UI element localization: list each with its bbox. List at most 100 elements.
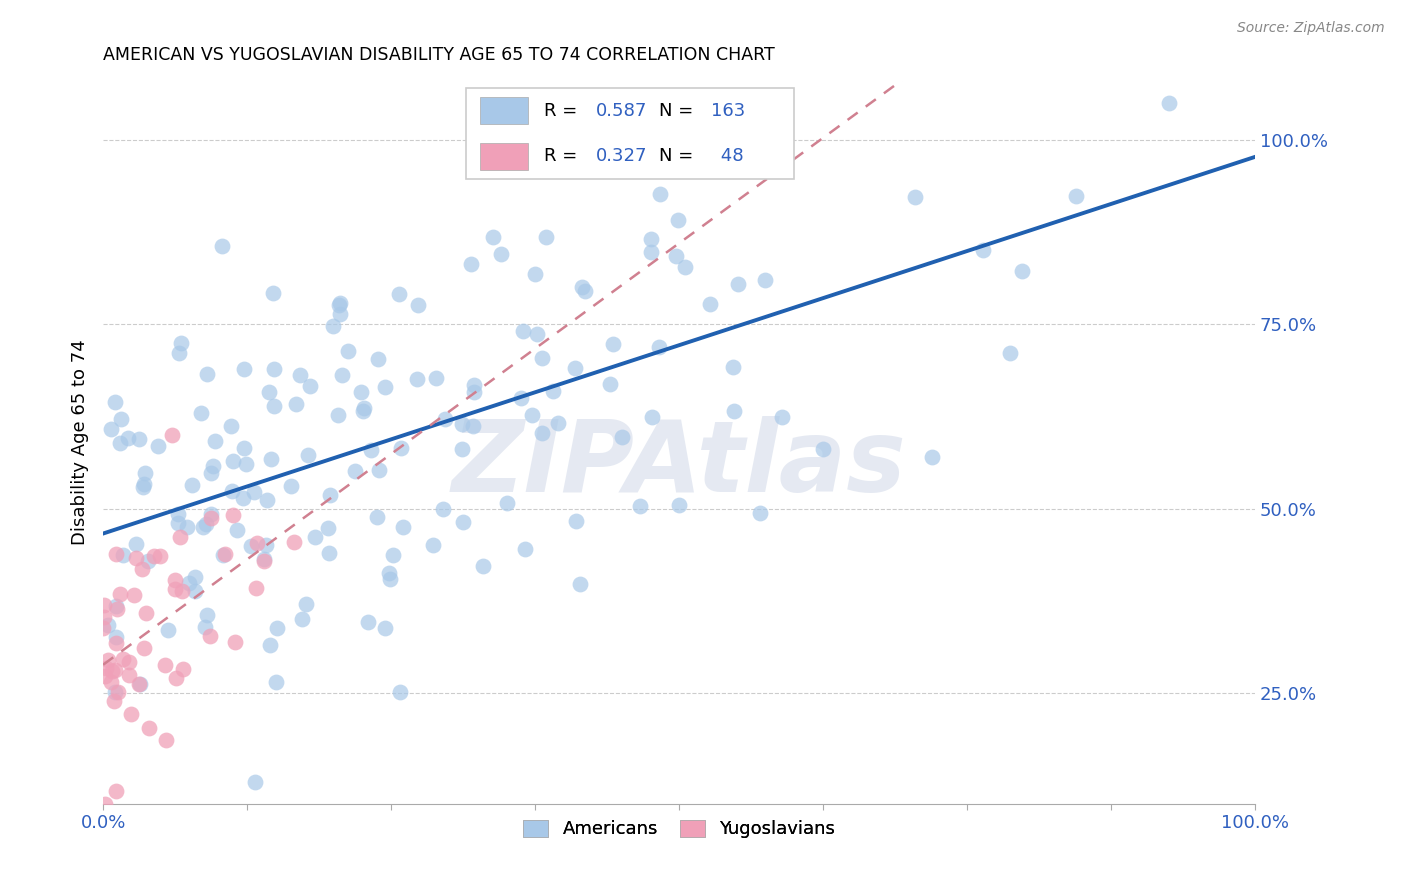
Point (105, 602, 128, 616)
Point (730, 159, 752, 173)
Point (136, 554, 159, 568)
Point (200, 629, 222, 643)
Point (131, 562, 153, 576)
Point (256, 493, 278, 508)
Point (571, 280, 593, 294)
Text: N =: N = (659, 147, 699, 165)
Point (107, 685, 129, 699)
Point (100, 674, 122, 689)
Point (162, 428, 184, 442)
Point (146, 439, 169, 453)
Point (211, 548, 233, 562)
Point (204, 434, 226, 449)
Point (721, 360, 744, 375)
Point (405, 372, 427, 386)
Point (134, 477, 156, 491)
Y-axis label: Disability Age 65 to 74: Disability Age 65 to 74 (72, 340, 89, 545)
Point (101, 664, 124, 678)
Point (262, 286, 284, 301)
Point (125, 551, 148, 566)
Point (235, 457, 257, 471)
Point (94, 661, 117, 675)
Text: 163: 163 (711, 102, 745, 120)
Point (253, 552, 276, 566)
Point (337, 344, 360, 359)
Point (291, 612, 314, 626)
Point (163, 574, 186, 588)
Point (165, 582, 187, 596)
Point (640, 231, 662, 245)
Point (389, 685, 412, 699)
Point (727, 277, 749, 291)
Point (105, 636, 128, 650)
Point (112, 548, 135, 562)
Point (122, 588, 145, 602)
Point (263, 361, 285, 376)
Point (434, 412, 457, 426)
Point (388, 286, 411, 301)
Point (534, 230, 557, 244)
Point (389, 441, 412, 455)
Legend: Americans, Yugoslavians: Americans, Yugoslavians (516, 813, 842, 846)
Point (378, 566, 401, 581)
Point (522, 408, 544, 422)
FancyBboxPatch shape (479, 143, 529, 169)
Point (353, 401, 375, 415)
Point (214, 547, 236, 561)
Point (749, 507, 772, 521)
Point (754, 273, 776, 287)
Point (232, 491, 254, 505)
Point (510, 391, 533, 405)
Point (513, 542, 536, 557)
Point (574, 284, 596, 298)
Point (602, 336, 624, 351)
Point (93, 609, 115, 624)
Point (100, 422, 122, 436)
Point (295, 598, 318, 612)
Point (104, 630, 127, 644)
Point (1159, 96, 1181, 111)
Text: N =: N = (659, 102, 699, 120)
Point (496, 495, 519, 509)
Point (93, 797, 115, 811)
Text: R =: R = (544, 102, 583, 120)
Point (451, 442, 474, 456)
Point (330, 368, 353, 383)
Point (283, 535, 305, 549)
Point (156, 624, 179, 638)
Point (232, 442, 254, 456)
Point (366, 510, 388, 524)
FancyBboxPatch shape (479, 97, 529, 124)
Point (169, 530, 191, 544)
Point (176, 519, 198, 533)
Point (612, 430, 634, 444)
Point (105, 783, 128, 797)
Point (233, 362, 256, 376)
Point (155, 657, 177, 672)
Point (93, 599, 115, 613)
Point (904, 190, 927, 204)
Point (264, 674, 287, 689)
Point (666, 212, 689, 227)
Point (194, 620, 217, 634)
Point (104, 547, 127, 561)
Point (221, 484, 243, 499)
Point (128, 677, 150, 691)
Point (170, 336, 193, 351)
Point (104, 685, 127, 699)
Point (374, 621, 396, 635)
Point (451, 515, 474, 529)
Point (288, 368, 311, 383)
Point (599, 376, 621, 391)
Point (211, 239, 233, 253)
Point (243, 775, 266, 789)
Point (318, 545, 340, 559)
Point (451, 417, 474, 432)
Point (240, 540, 263, 554)
Point (350, 384, 373, 399)
Point (91, 621, 114, 635)
Text: 48: 48 (714, 147, 744, 165)
Point (374, 380, 396, 394)
Point (225, 523, 247, 537)
Text: 0.587: 0.587 (596, 102, 647, 120)
